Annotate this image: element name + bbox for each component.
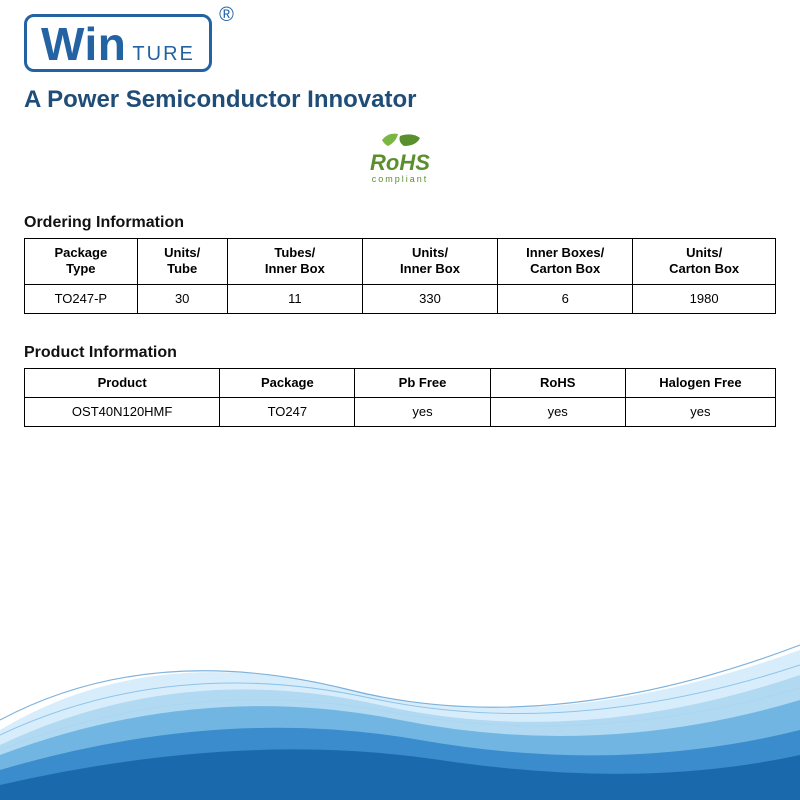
rohs-badge-icon: RoHS compliant bbox=[340, 132, 460, 192]
cell: 30 bbox=[137, 284, 227, 313]
col-header: Units/Tube bbox=[137, 239, 227, 285]
table-row: TO247-P 30 11 330 6 1980 bbox=[25, 284, 776, 313]
col-header: Tubes/Inner Box bbox=[227, 239, 362, 285]
logo-main-text: Win bbox=[41, 21, 126, 67]
logo-sub-text: TURE bbox=[132, 43, 194, 66]
cell: 1980 bbox=[633, 284, 776, 313]
cell: yes bbox=[490, 398, 625, 427]
col-header: Product bbox=[25, 368, 220, 397]
cell: 330 bbox=[362, 284, 497, 313]
logo: Win TURE ® bbox=[24, 14, 212, 72]
rohs-compliant-text: compliant bbox=[372, 174, 429, 184]
cell: 6 bbox=[498, 284, 633, 313]
col-header: Inner Boxes/Carton Box bbox=[498, 239, 633, 285]
col-header: Package bbox=[220, 368, 355, 397]
ordering-info-table: PackageType Units/Tube Tubes/Inner Box U… bbox=[24, 238, 776, 314]
cell: TO247-P bbox=[25, 284, 138, 313]
cell: 11 bbox=[227, 284, 362, 313]
col-header: Units/Inner Box bbox=[362, 239, 497, 285]
col-header: RoHS bbox=[490, 368, 625, 397]
col-header: PackageType bbox=[25, 239, 138, 285]
product-info-title: Product Information bbox=[24, 344, 776, 362]
col-header: Pb Free bbox=[355, 368, 490, 397]
table-row: OST40N120HMF TO247 yes yes yes bbox=[25, 398, 776, 427]
cell: OST40N120HMF bbox=[25, 398, 220, 427]
cell: TO247 bbox=[220, 398, 355, 427]
tagline: A Power Semiconductor Innovator bbox=[24, 86, 776, 114]
rohs-text: RoHS bbox=[370, 150, 430, 175]
product-info-table: Product Package Pb Free RoHS Halogen Fre… bbox=[24, 368, 776, 428]
table-header-row: PackageType Units/Tube Tubes/Inner Box U… bbox=[25, 239, 776, 285]
decorative-waves bbox=[0, 580, 800, 800]
registered-icon: ® bbox=[219, 4, 234, 27]
cell: yes bbox=[625, 398, 775, 427]
cell: yes bbox=[355, 398, 490, 427]
col-header: Halogen Free bbox=[625, 368, 775, 397]
logo-box: Win TURE bbox=[24, 14, 212, 72]
table-header-row: Product Package Pb Free RoHS Halogen Fre… bbox=[25, 368, 776, 397]
col-header: Units/Carton Box bbox=[633, 239, 776, 285]
ordering-info-title: Ordering Information bbox=[24, 214, 776, 232]
